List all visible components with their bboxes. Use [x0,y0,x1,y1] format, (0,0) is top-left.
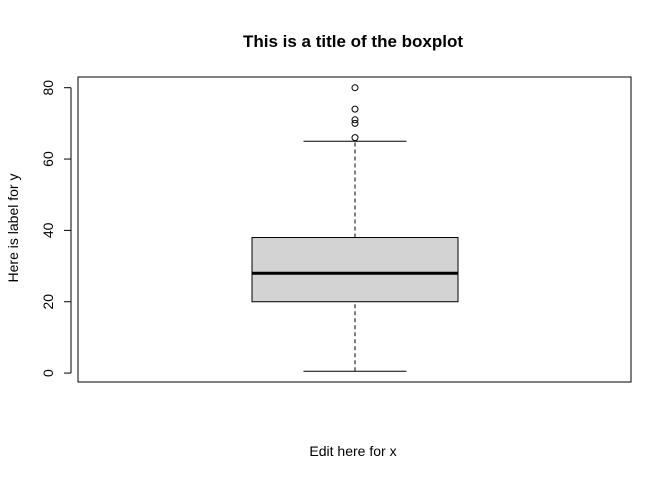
box-group [251,140,459,372]
y-tick-label: 60 [40,151,56,167]
y-axis: 0 20 40 60 80 [40,80,72,377]
y-tick-label: 0 [40,369,56,377]
outliers-group [351,84,359,142]
y-tick-label: 20 [40,294,56,310]
outlier-point [351,105,359,113]
interquartile-box [251,237,459,303]
plot-frame [77,76,632,383]
y-tick-label: 80 [40,80,56,96]
outlier-point [351,119,359,127]
y-axis-label: Here is label for y [5,174,21,283]
y-tick-label: 40 [40,222,56,238]
outlier-point [351,116,359,124]
outlier-point [351,84,359,92]
outlier-point [351,134,359,142]
x-axis-label: Edit here for x [309,443,396,459]
chart-title: This is a title of the boxplot [243,32,463,51]
